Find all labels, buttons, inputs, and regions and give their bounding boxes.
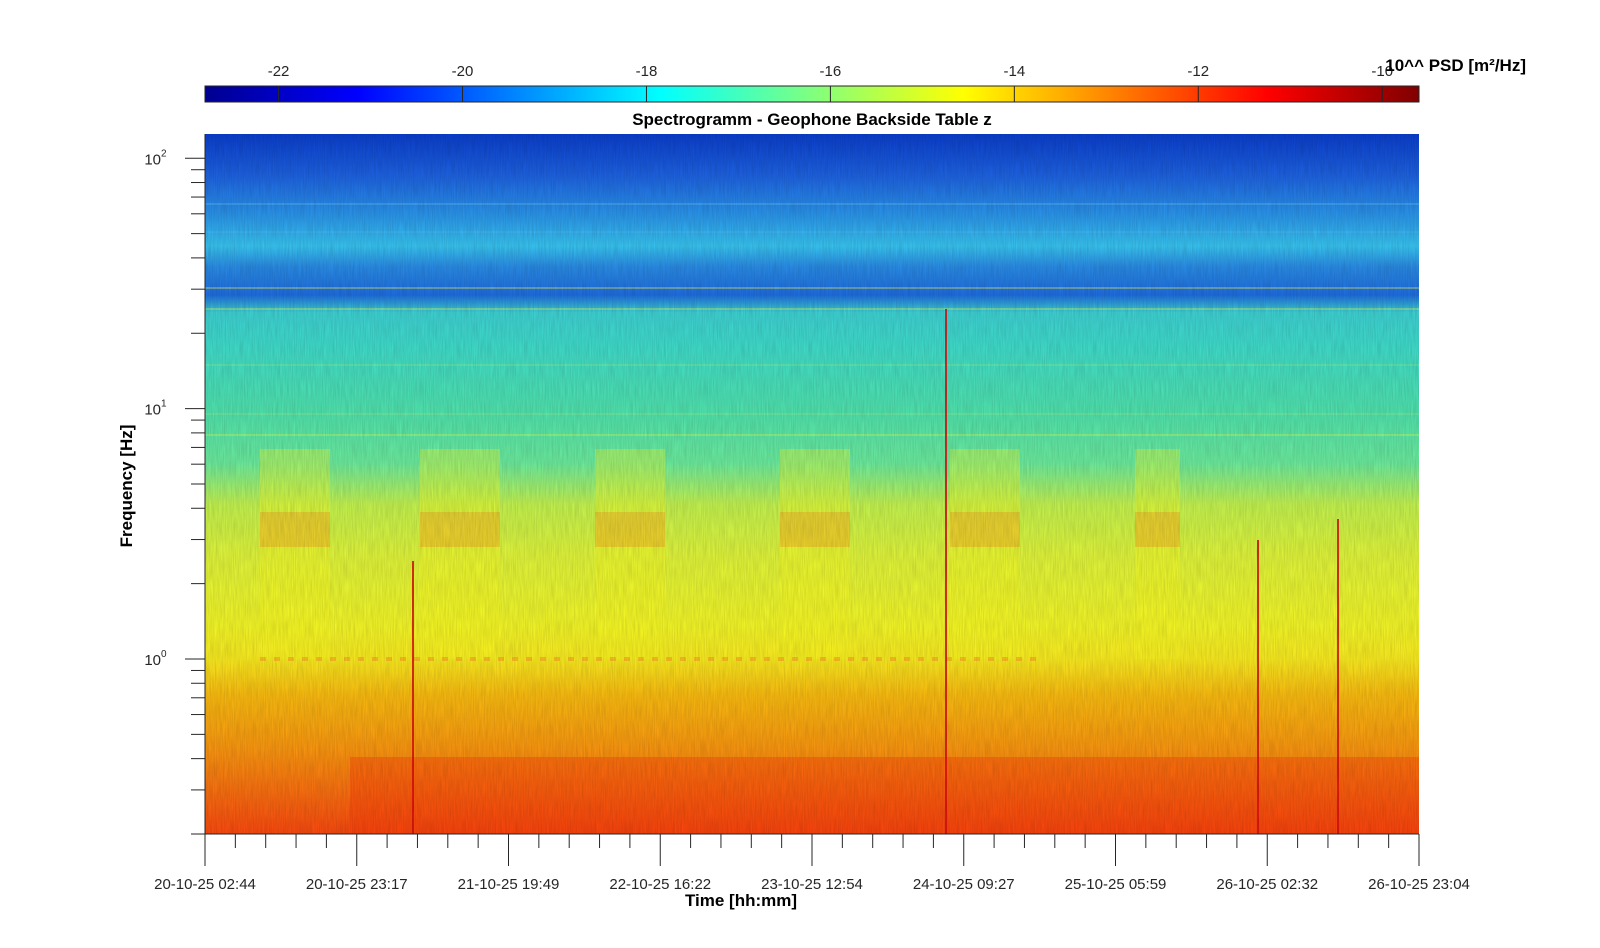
colorbar-tick-label: -18 xyxy=(636,63,658,80)
colorbar-tick-label: -16 xyxy=(820,63,842,80)
x-tick-label: 26-10-25 02:32 xyxy=(1216,876,1318,893)
colorbar-label: 10^^ PSD [m²/Hz] xyxy=(1385,56,1526,75)
y-tick-exponent: 0 xyxy=(161,649,167,660)
y-tick-label: 10 1 xyxy=(144,399,167,419)
y-tick-label: 10 0 xyxy=(144,649,167,669)
colorbar-tick-label: -12 xyxy=(1187,63,1209,80)
colorbar-tick-label: -22 xyxy=(268,63,290,80)
y-tick-exponent: 1 xyxy=(161,399,167,410)
x-axis-label: Time [hh:mm] xyxy=(685,891,797,910)
x-tick-label: 22-10-25 16:22 xyxy=(609,876,711,893)
y-axis-label: Frequency [Hz] xyxy=(117,425,136,548)
spectrogram-noise xyxy=(205,134,1419,834)
y-tick-base: 10 xyxy=(144,151,161,168)
x-tick-label: 26-10-25 23:04 xyxy=(1368,876,1470,893)
x-tick-label: 20-10-25 02:44 xyxy=(154,876,256,893)
chart-title: Spectrogramm - Geophone Backside Table z xyxy=(632,110,992,129)
colorbar-ticks: -22 -20 -18 -16 -14 -12 -10 xyxy=(268,63,1393,102)
colorbar-gradient xyxy=(204,85,1420,103)
y-tick-base: 10 xyxy=(144,652,161,669)
x-tick-label: 24-10-25 09:27 xyxy=(913,876,1015,893)
x-tick-label: 25-10-25 05:59 xyxy=(1065,876,1167,893)
colorbar-tick-label: -14 xyxy=(1003,63,1025,80)
y-tick-exponent: 2 xyxy=(161,148,167,159)
colorbar: -22 -20 -18 -16 -14 -12 -10 10^^ PSD [m²/Hz] xyxy=(204,56,1526,103)
x-tick-label: 23-10-25 12:54 xyxy=(761,876,863,893)
y-tick-base: 10 xyxy=(144,402,161,419)
y-tick-label: 10 2 xyxy=(144,148,167,168)
colorbar-tick-label: -10 xyxy=(1371,63,1393,80)
x-tick-label: 20-10-25 23:17 xyxy=(306,876,408,893)
plot-area xyxy=(205,134,1419,834)
colorbar-tick-label: -20 xyxy=(452,63,474,80)
x-tick-label: 21-10-25 19:49 xyxy=(458,876,560,893)
